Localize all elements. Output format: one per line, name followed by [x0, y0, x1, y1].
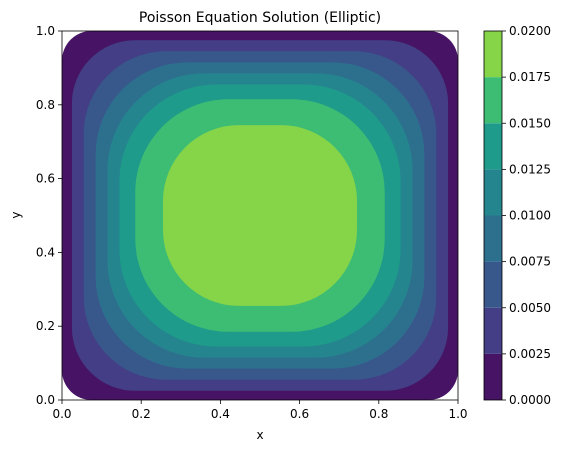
- colorbar-segment-0: [484, 353, 502, 400]
- y-tick-label-1: 0.2: [36, 319, 55, 333]
- y-axis-label: y: [9, 211, 23, 218]
- x-tick-label-0: 0.0: [52, 407, 71, 421]
- y-tick-label-3: 0.6: [36, 172, 55, 186]
- x-tick-label-5: 1.0: [448, 407, 467, 421]
- colorbar-tick-label-7: 0.0175: [509, 70, 551, 84]
- x-tick-label-1: 0.2: [132, 407, 151, 421]
- colorbar-tick-label-0: 0.0000: [509, 393, 551, 407]
- y-axis: 0.0 0.2 0.4 0.6 0.8 1.0: [36, 24, 62, 407]
- colorbar-tick-label-4: 0.0100: [509, 209, 551, 223]
- colorbar-tick-label-5: 0.0125: [509, 162, 551, 176]
- x-axis: 0.0 0.2 0.4 0.6 0.8 1.0: [52, 400, 468, 421]
- plot-area: [61, 30, 459, 401]
- colorbar-tick-label-8: 0.0200: [509, 24, 551, 38]
- y-tick-label-2: 0.4: [36, 245, 55, 259]
- colorbar-segment-7: [484, 31, 502, 78]
- x-tick-label-4: 0.8: [369, 407, 388, 421]
- y-tick-label-0: 0.0: [36, 393, 55, 407]
- colorbar-segment-3: [484, 215, 502, 262]
- plot-frame: [61, 30, 459, 401]
- x-tick-label-3: 0.6: [290, 407, 309, 421]
- contour-band-7: [162, 125, 358, 306]
- colorbar-tick-label-6: 0.0150: [509, 116, 551, 130]
- y-tick-label-4: 0.8: [36, 98, 55, 112]
- colorbar: 0.0000 0.0025 0.0050 0.0075 0.0100 0.0125 0.01…: [483, 24, 551, 407]
- colorbar-segment-6: [484, 77, 502, 124]
- colorbar-segment-2: [484, 261, 502, 308]
- colorbar-segment-1: [484, 307, 502, 354]
- colorbar-segment-4: [484, 169, 502, 216]
- colorbar-tick-label-2: 0.0050: [509, 301, 551, 315]
- colorbar-tick-label-3: 0.0075: [509, 255, 551, 269]
- colorbar-tick-label-1: 0.0025: [509, 347, 551, 361]
- colorbar-segment-5: [484, 123, 502, 170]
- y-tick-label-5: 1.0: [36, 24, 55, 38]
- chart-title: Poisson Equation Solution (Elliptic): [139, 10, 381, 26]
- x-tick-label-2: 0.4: [211, 407, 230, 421]
- x-axis-label: x: [256, 428, 263, 442]
